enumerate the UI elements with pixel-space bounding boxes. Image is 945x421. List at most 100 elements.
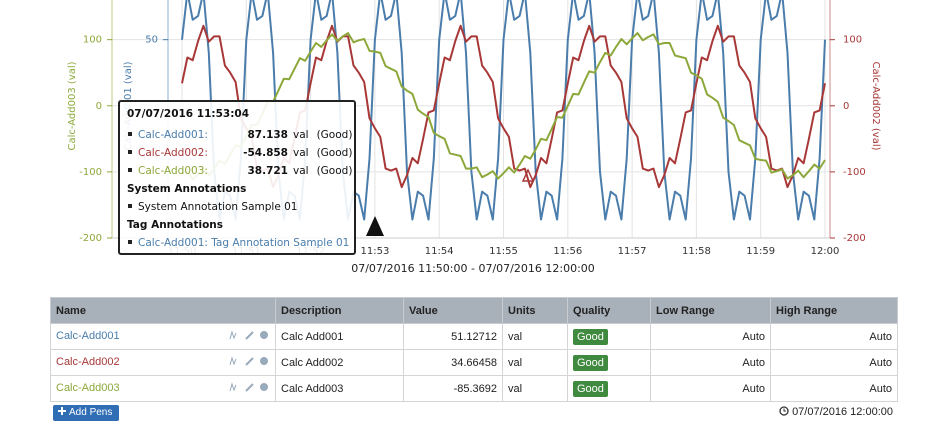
- annotation-item: System Annotation Sample 01: [127, 199, 297, 215]
- table-cell: Auto: [650, 349, 771, 376]
- series-line: [181, 32, 826, 181]
- table-cell: Auto: [770, 375, 898, 402]
- tooltip-unit: val: [293, 129, 309, 141]
- y-tick-label: -100: [79, 167, 102, 178]
- bullet: [128, 204, 132, 208]
- tooltip-value: -54.858: [243, 147, 288, 159]
- tooltip-unit: val: [293, 165, 309, 177]
- y-tick-label: 0: [843, 101, 849, 112]
- cell-text: Calc Add003: [281, 382, 344, 395]
- x-tick-label: 11:53: [360, 246, 389, 257]
- button-label: Add Pens: [69, 407, 113, 418]
- tooltip-title: 07/07/2016 11:53:04: [127, 108, 250, 120]
- cell-text: Calc Add001: [281, 330, 344, 343]
- add-pens-button[interactable]: Add Pens: [53, 405, 120, 421]
- table-cell: val: [502, 375, 568, 402]
- pen-icons[interactable]: [228, 382, 270, 392]
- cell-text: Auto: [869, 356, 892, 369]
- row-actions: [228, 330, 270, 343]
- timestamp-text: 07/07/2016 12:00:00: [792, 406, 893, 418]
- x-tick-label: 12:00: [811, 246, 840, 257]
- tooltip-quality: (Good): [316, 147, 353, 159]
- table-cell: Good: [567, 323, 651, 350]
- tooltip-name: Calc-Add002:: [138, 147, 208, 159]
- row-actions: [228, 356, 270, 369]
- bullet: [128, 132, 132, 136]
- x-tick-label: 11:59: [746, 246, 775, 257]
- cell-text: Calc Add002: [281, 356, 344, 369]
- table-cell: Calc-Add003: [50, 375, 276, 402]
- bullet: [128, 150, 132, 154]
- table-body: Calc-Add001 Calc Add001 51.12712 val Good Aut…: [50, 323, 898, 402]
- annotation-marker[interactable]: [366, 216, 384, 236]
- cell-text: -85.3692: [453, 382, 497, 395]
- annotation-text: Calc-Add001: Tag Annotation Sample 01: [138, 237, 350, 249]
- tooltip-name: Calc-Add001:: [138, 129, 208, 141]
- column-header: Units: [502, 297, 568, 324]
- clock-icon: [779, 406, 789, 416]
- pen-icons[interactable]: [228, 356, 270, 366]
- table-cell: 51.12712: [403, 323, 503, 350]
- quality-badge: Good: [573, 354, 608, 371]
- y-tick-label: -200: [79, 233, 102, 244]
- table-row: Calc-Add001 Calc Add001 51.12712 val Good Aut…: [50, 323, 898, 350]
- table-row: Calc-Add003 Calc Add003 -85.3692 val Good Aut…: [50, 375, 898, 402]
- y-axis-title: Calc-Add003 (val): [67, 61, 78, 150]
- table-cell: Calc Add001: [275, 323, 404, 350]
- cell-text: Auto: [869, 382, 892, 395]
- column-header: Name: [50, 297, 276, 324]
- tooltip-row: Calc-Add003: 38.721 val (Good): [127, 163, 352, 179]
- column-header: Quality: [567, 297, 651, 324]
- timestamp: 07/07/2016 12:00:00: [779, 406, 893, 418]
- table-cell: Calc-Add001: [50, 323, 276, 350]
- y-axis-title: Calc-Add002 (val): [870, 61, 881, 150]
- x-tick-label: 11:57: [618, 246, 647, 257]
- tooltip-value: 87.138: [247, 129, 288, 141]
- annotation-text: System Annotation Sample 01: [138, 201, 298, 213]
- tooltip-row: Calc-Add002: -54.858 val (Good): [127, 145, 352, 161]
- cell-text: 34.66458: [451, 356, 497, 369]
- y-tick-label: 0: [96, 101, 102, 112]
- y-tick-label: -200: [843, 233, 866, 244]
- x-tick-label: 11:54: [425, 246, 454, 257]
- pens-table: Name Description Value Units Quality Low Rang…: [50, 297, 898, 402]
- column-header: High Range: [770, 297, 898, 324]
- pen-name: Calc-Add003: [56, 382, 120, 394]
- annotation-title: Tag Annotations: [127, 219, 224, 231]
- table-cell: Good: [567, 349, 651, 376]
- table-cell: Auto: [770, 349, 898, 376]
- tooltip-value: 38.721: [247, 165, 288, 177]
- tooltip: 07/07/2016 11:53:04 Calc-Add001: 87.138 va…: [118, 100, 356, 255]
- table-cell: Good: [567, 375, 651, 402]
- column-header: Value: [403, 297, 503, 324]
- tooltip-unit: val: [293, 147, 309, 159]
- quality-badge: Good: [573, 380, 608, 397]
- pen-icons[interactable]: [228, 330, 270, 340]
- y-tick-label: 50: [145, 35, 158, 46]
- table-cell: Calc Add003: [275, 375, 404, 402]
- annotation-marker[interactable]: [521, 168, 535, 182]
- tooltip-name: Calc-Add003:: [138, 165, 208, 177]
- x-axis-label: 07/07/2016 11:50:00 - 07/07/2016 12:00:0…: [351, 262, 595, 275]
- quality-badge: Good: [573, 328, 608, 345]
- cell-text: Auto: [742, 356, 765, 369]
- x-tick-label: 11:55: [489, 246, 518, 257]
- bullet: [128, 168, 132, 172]
- cell-text: 51.12712: [451, 330, 497, 343]
- y-tick-label: -100: [843, 167, 866, 178]
- table-cell: -85.3692: [403, 375, 503, 402]
- x-tick-label: 11:56: [553, 246, 582, 257]
- tooltip-quality: (Good): [316, 129, 353, 141]
- tooltip-quality: (Good): [316, 165, 353, 177]
- cell-text: val: [508, 356, 523, 369]
- table-cell: Auto: [650, 323, 771, 350]
- x-tick-label: 11:58: [682, 246, 711, 257]
- cell-text: Auto: [742, 382, 765, 395]
- cell-text: val: [508, 382, 523, 395]
- table-cell: val: [502, 349, 568, 376]
- tooltip-row: Calc-Add001: 87.138 val (Good): [127, 127, 352, 143]
- table-cell: Auto: [650, 375, 771, 402]
- table-cell: Auto: [770, 323, 898, 350]
- cell-text: Auto: [742, 330, 765, 343]
